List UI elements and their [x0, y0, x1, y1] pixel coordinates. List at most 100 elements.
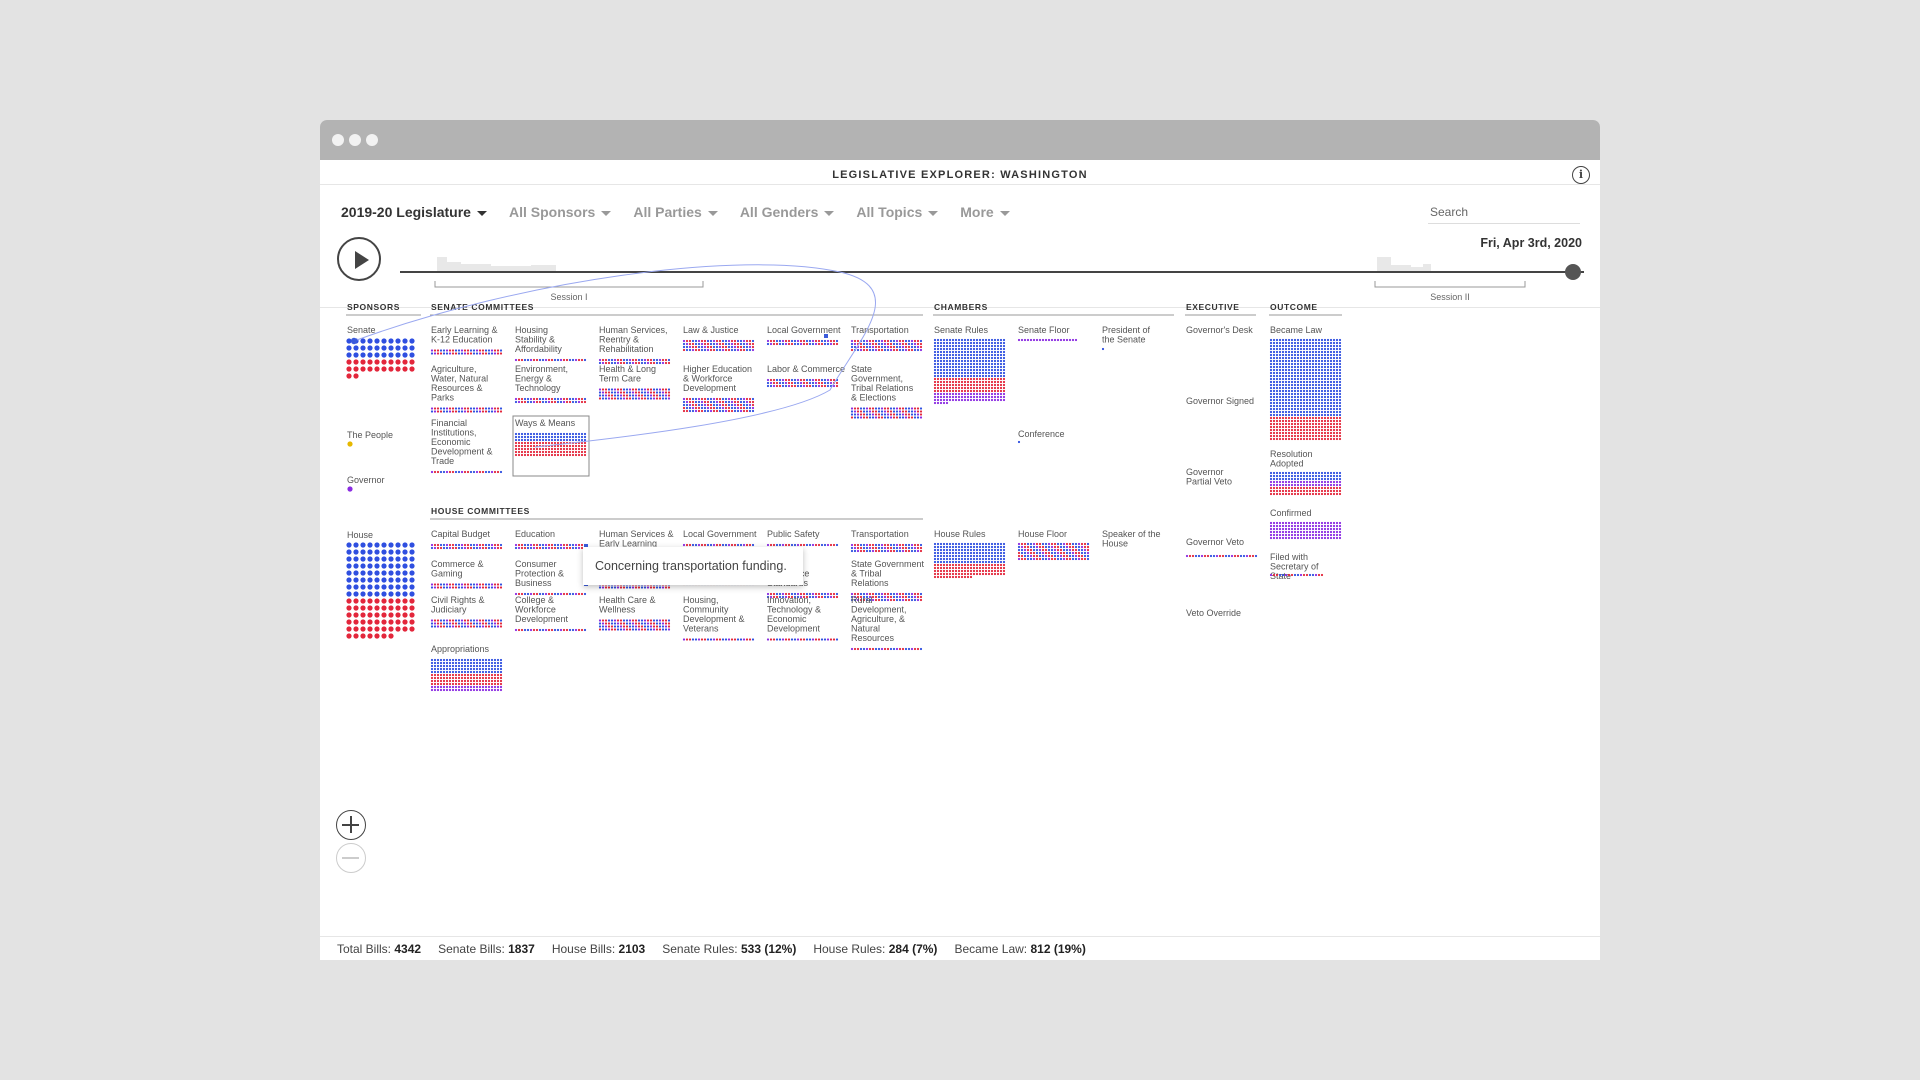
topics-label: All Topics	[856, 204, 923, 220]
section-heading-chambers: CHAMBERS	[934, 302, 988, 312]
house-committee-label: Human Services & Early Learning	[599, 529, 674, 549]
house-committee-label: Commerce & Gaming	[431, 559, 484, 579]
zoom-in-button[interactable]	[336, 810, 366, 840]
topics-dropdown[interactable]: All Topics	[856, 204, 939, 220]
sponsor-dot-governor[interactable]	[347, 486, 353, 492]
senate-committee-label: Ways & Means	[515, 418, 576, 428]
senate-committee-dots[interactable]	[514, 432, 587, 457]
genders-label: All Genders	[739, 204, 819, 220]
sponsor-dots-senate[interactable]	[346, 338, 415, 379]
house-committee-dots[interactable]	[598, 619, 671, 631]
chamber-label-conference: Conference	[1018, 429, 1065, 439]
house-committee-dots[interactable]	[850, 592, 923, 602]
house-committee-dots[interactable]	[430, 583, 503, 589]
stat-senate-bills: Senate Bills: 1837	[438, 941, 535, 956]
house-committee-dots[interactable]	[430, 658, 503, 692]
legislature-label: 2019-20 Legislature	[341, 204, 471, 220]
house-committee-label: Public Safety	[767, 529, 820, 539]
legislature-dropdown[interactable]: 2019-20 Legislature	[341, 204, 487, 220]
senate-committee-label: Financial Institutions, Economic Developmen…	[431, 418, 493, 466]
senate-committee-dots[interactable]	[850, 407, 923, 419]
senate-committee-dots[interactable]	[514, 358, 587, 362]
parties-dropdown[interactable]: All Parties	[633, 204, 718, 220]
outcome-dots-filed[interactable]	[1269, 573, 1324, 577]
section-heading-executive: EXECUTIVE	[1186, 302, 1240, 312]
chamber-label-speaker: Speaker of the House	[1102, 529, 1161, 549]
house-committee-dots[interactable]	[766, 638, 839, 641]
chamber-label-house-floor: House Floor	[1018, 529, 1067, 539]
bill-position-marker[interactable]	[824, 334, 828, 338]
senate-committee-label: State Government, Tribal Relations & Electi…	[851, 364, 914, 403]
house-committee-dots[interactable]	[682, 638, 755, 641]
selected-committee-frame[interactable]	[512, 415, 590, 477]
house-committee-dots[interactable]	[850, 647, 923, 651]
session-2-bracket	[1374, 281, 1526, 288]
senate-committee-dots[interactable]	[766, 378, 839, 388]
outcome-dots-confirmed[interactable]	[1269, 521, 1342, 540]
stat-house-rules: House Rules: 284 (7%)	[813, 941, 938, 956]
sponsor-dots-house[interactable]	[346, 542, 415, 639]
senate-committee-label: Local Government	[767, 325, 841, 335]
senate-committee-dots[interactable]	[430, 407, 503, 413]
house-committee-dots[interactable]	[430, 543, 503, 550]
house-committee-dots[interactable]	[430, 619, 503, 628]
house-committee-dots[interactable]	[514, 543, 587, 550]
bill-origin-marker[interactable]	[350, 337, 358, 345]
genders-dropdown[interactable]: All Genders	[740, 204, 835, 220]
more-dropdown[interactable]: More	[960, 204, 1010, 220]
chamber-dot-conference[interactable]	[1017, 440, 1021, 444]
sponsor-dot-people[interactable]	[347, 441, 353, 447]
chamber-dots-house-floor[interactable]	[1017, 542, 1090, 561]
executive-label: Governor Partial Veto	[1186, 467, 1232, 487]
window-dot-icon	[332, 134, 344, 146]
caret-down-icon	[999, 210, 1010, 216]
outcome-dots-resolution[interactable]	[1269, 471, 1342, 496]
timeline-handle[interactable]	[1565, 264, 1581, 280]
stat-became-law: Became Law: 812 (19%)	[954, 941, 1086, 956]
chamber-dots-senate-rules[interactable]	[933, 338, 1006, 405]
senate-committee-dots[interactable]	[850, 339, 923, 352]
senate-committee-dots[interactable]	[766, 339, 839, 346]
play-button[interactable]	[337, 237, 381, 281]
search-input[interactable]	[1428, 200, 1580, 224]
senate-committee-dots[interactable]	[514, 397, 587, 404]
caret-down-icon	[824, 210, 835, 216]
outcome-label-became-law: Became Law	[1270, 325, 1323, 335]
house-committee-dots[interactable]	[766, 543, 839, 547]
house-committee-dots[interactable]	[514, 592, 587, 596]
session-2-histogram	[1377, 257, 1431, 272]
house-committee-dots[interactable]	[514, 628, 587, 632]
senate-committee-dots[interactable]	[430, 349, 503, 355]
house-committee-label: College & Workforce Development	[515, 595, 569, 624]
caret-down-icon	[707, 210, 718, 216]
senate-committee-label: Environment, Energy & Technology	[515, 364, 568, 393]
house-committee-label: Housing, Community Development & Veterans	[683, 595, 745, 634]
house-committee-label: Local Government	[683, 529, 757, 539]
executive-label: Governor Veto	[1186, 537, 1244, 547]
browser-chrome	[320, 120, 1600, 160]
house-committee-dots[interactable]	[850, 543, 923, 553]
senate-committee-dots[interactable]	[598, 388, 671, 400]
chamber-dots-house-rules[interactable]	[933, 542, 1006, 579]
senate-committee-dots[interactable]	[682, 339, 755, 352]
chamber-dot-president[interactable]	[1101, 347, 1105, 351]
senate-committee-dots[interactable]	[682, 397, 755, 413]
outcome-dots-became-law[interactable]	[1269, 338, 1342, 441]
section-heading-senate_committees: SENATE COMMITTEES	[431, 302, 534, 312]
caret-down-icon	[928, 210, 939, 216]
house-committee-label: Appropriations	[431, 644, 490, 654]
bill-tooltip: Concerning transportation funding.	[583, 547, 803, 585]
chamber-label-senate-rules: Senate Rules	[934, 325, 989, 335]
executive-dots-veto[interactable]	[1185, 554, 1258, 558]
senate-committee-label: Agriculture, Water, Natural Resources & Par…	[431, 364, 488, 403]
chamber-dots-senate-floor[interactable]	[1017, 338, 1078, 342]
info-icon[interactable]: i	[1572, 166, 1590, 184]
senate-committee-dots[interactable]	[598, 358, 671, 365]
zoom-out-button[interactable]	[336, 843, 366, 873]
house-committee-label: Transportation	[851, 529, 909, 539]
house-committee-dots[interactable]	[766, 592, 839, 599]
status-bar: Total Bills: 4342 Senate Bills: 1837 Hou…	[320, 936, 1600, 960]
executive-label: Governor Signed	[1186, 396, 1254, 406]
senate-committee-dots[interactable]	[430, 470, 503, 474]
sponsors-dropdown[interactable]: All Sponsors	[509, 204, 612, 220]
